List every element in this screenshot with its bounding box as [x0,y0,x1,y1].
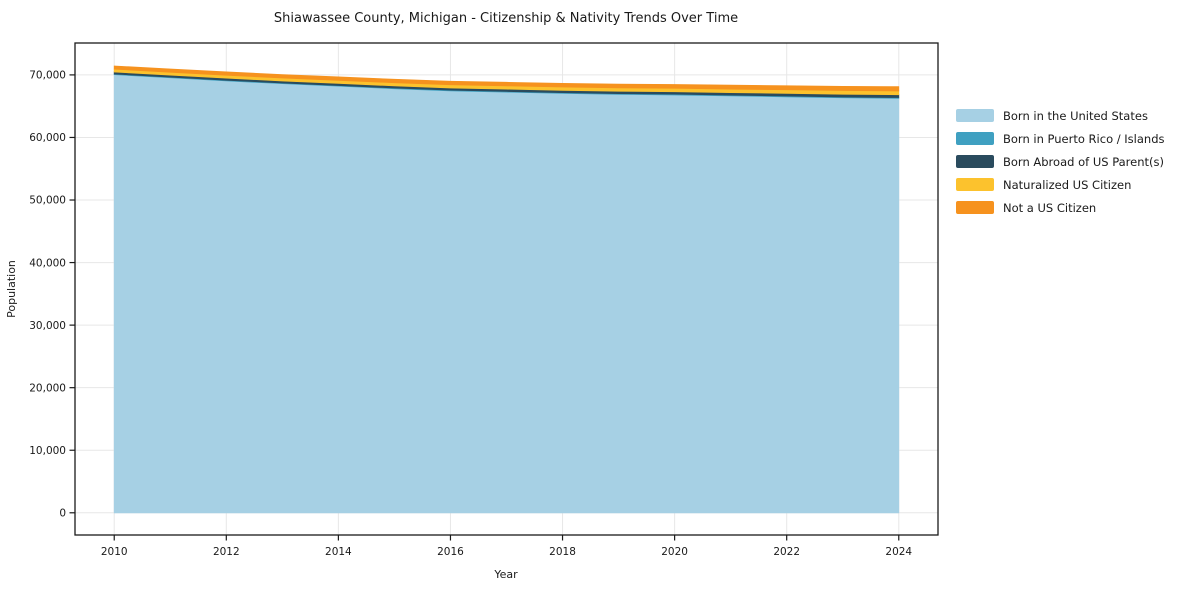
area-series-0 [113,74,900,514]
tick-label-y: 70,000 [29,70,66,82]
tick-label-y: 50,000 [29,195,66,207]
legend-label-born-abroad: Born Abroad of US Parent(s) [1003,154,1164,169]
tick-label-y: 20,000 [29,382,66,394]
legend-label-born-pr-islands: Born in Puerto Rico / Islands [1003,131,1165,146]
legend-swatch-born-us [956,109,994,122]
tick-label-y: 10,000 [29,445,66,457]
legend-swatch-not-citizen [956,201,994,214]
legend-item-not-citizen: Not a US Citizen [956,196,1165,219]
tick-label-x: 2018 [549,546,576,558]
tick-label-x: 2020 [661,546,688,558]
legend-item-born-us: Born in the United States [956,104,1165,127]
stacked-areas [113,65,900,514]
tick-label-x: 2010 [101,546,128,558]
chart-title: Shiawassee County, Michigan - Citizenshi… [274,11,738,26]
area-series-4 [113,65,900,92]
x-axis-label: Year [493,568,518,581]
legend-item-born-abroad: Born Abroad of US Parent(s) [956,150,1165,173]
tick-label-x: 2016 [437,546,464,558]
legend-item-born-pr-islands: Born in Puerto Rico / Islands [956,127,1165,150]
legend: Born in the United States Born in Puerto… [956,104,1165,219]
axes: 2010 2012 2014 2016 2018 2020 2022 2024 0 10,000 2… [29,42,939,558]
tick-label-x: 2024 [885,546,912,558]
tick-label-x: 2014 [325,546,352,558]
tick-label-y: 30,000 [29,320,66,332]
tick-label-x: 2022 [773,546,800,558]
tick-label-y: 0 [59,507,66,519]
y-axis-label: Population [5,260,18,318]
legend-swatch-born-abroad [956,155,994,168]
legend-label-not-citizen: Not a US Citizen [1003,200,1097,215]
legend-swatch-born-pr-islands [956,132,994,145]
tick-label-x: 2012 [213,546,240,558]
legend-swatch-naturalized [956,178,994,191]
legend-label-born-us: Born in the United States [1003,108,1148,123]
legend-item-naturalized: Naturalized US Citizen [956,173,1165,196]
tick-label-y: 60,000 [29,132,66,144]
plot-border [74,42,939,536]
tick-label-y: 40,000 [29,257,66,269]
legend-label-naturalized: Naturalized US Citizen [1003,177,1132,192]
